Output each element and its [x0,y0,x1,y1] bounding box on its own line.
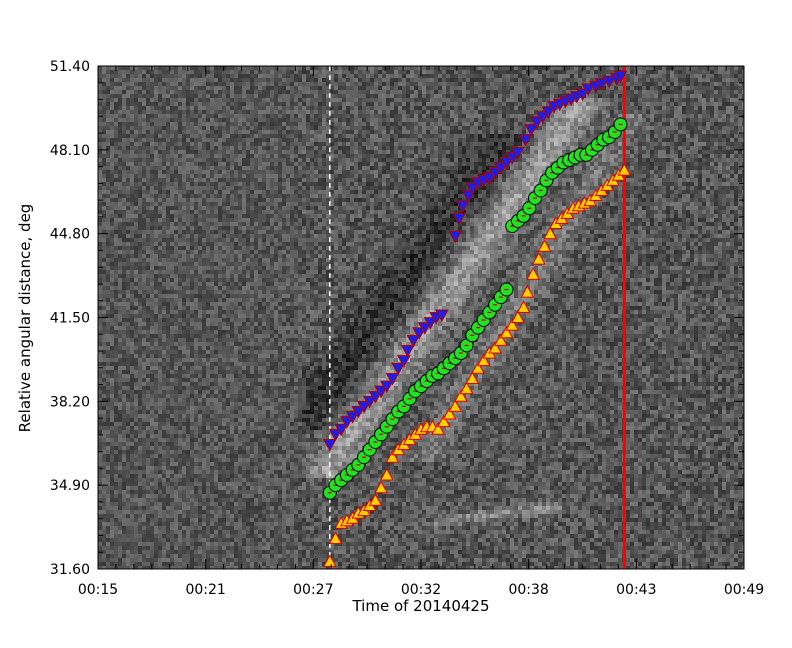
marker-triangle-up [493,333,508,346]
marker-triangle-down [581,83,596,96]
y-tick-label: 31.60 [50,562,90,578]
marker-triangle-down [379,380,394,394]
marker-triangle-up [543,226,558,240]
y-tick-label: 48.10 [50,143,90,159]
marker-triangle-down [613,70,628,84]
axis-ticks [97,65,745,570]
marker-triangle-down [362,395,377,409]
y-tick-label: 51.40 [50,59,90,75]
marker-triangle-up [488,340,502,354]
marker-triangle-down [524,124,539,137]
difference-image [98,66,744,569]
marker-triangle-down [368,390,383,404]
y-axis-title: Relative angular distance, deg [16,204,34,433]
y-tick-label: 34.90 [50,478,90,494]
marker-triangle-up [436,414,451,428]
marker-triangle-up [520,285,535,298]
marker-triangle-up [617,163,632,176]
x-tick-label: 00:32 [401,582,441,598]
marker-triangle-down [328,428,343,442]
marker-triangle-up [516,300,531,313]
marker-triangle-up [471,361,485,374]
marker-triangle-up [328,531,343,545]
marker-triangle-down [505,151,520,165]
marker-triangle-up [465,371,480,384]
marker-triangle-up [442,406,457,420]
marker-triangle-up [505,318,520,331]
marker-triangle-down [482,172,497,185]
marker-triangle-down [493,162,508,175]
marker-triangle-down [357,400,371,414]
marker-triangle-down [499,157,514,170]
marker-triangle-down [511,146,525,160]
y-tick-label: 44.80 [50,227,90,243]
marker-triangle-up [537,239,552,252]
marker-triangle-down [541,106,556,119]
marker-triangle-down [385,372,400,386]
x-tick-label: 00:49 [724,582,764,598]
marker-triangle-down [452,212,466,226]
marker-triangle-down [535,111,550,124]
marker-triangle-up [526,267,540,280]
marker-triangle-up [322,554,337,567]
x-tick-label: 00:27 [293,582,333,598]
tracked-points [322,70,632,567]
marker-triangle-down [397,355,411,368]
marker-triangle-up [454,389,468,402]
marker-triangle-up [459,381,474,395]
marker-triangle-down [575,88,590,101]
marker-triangle-down [465,182,480,195]
marker-triangle-up [476,353,491,367]
marker-triangle-down [455,200,470,213]
marker-triangle-down [340,416,354,429]
x-tick-label: 00:43 [616,582,656,598]
marker-triangle-up [368,493,383,506]
y-tick-label: 38.20 [50,394,90,410]
y-tick-label: 41.50 [50,311,90,327]
marker-triangle-down [423,317,438,330]
marker-triangle-up [531,252,546,265]
marker-triangle-up [431,422,445,435]
marker-triangle-down [448,230,463,244]
marker-triangle-up [511,310,525,323]
x-tick-label: 00:38 [508,582,548,598]
marker-triangle-down [530,116,544,129]
x-axis-title: Time of 20140425 [351,597,489,615]
marker-triangle-up [379,467,394,481]
marker-triangle-down [435,309,449,323]
x-tick-label: 00:15 [78,582,118,598]
marker-triangle-down [518,134,533,147]
y-tick-labels: 31.60 34.90 38.20 41.50 44.80 48.10 51.40 [50,59,90,578]
marker-triangle-down [412,327,426,340]
marker-triangle-down [400,345,415,358]
marker-triangle-down [374,385,388,399]
marker-triangle-down [322,439,337,452]
marker-triangle-down [334,423,349,437]
marker-triangle-up [499,325,514,339]
marker-triangle-down [345,411,360,424]
marker-triangle-down [488,167,502,180]
x-tick-labels: 00:15 00:21 00:27 00:32 00:38 00:43 00:49 [78,582,764,598]
x-tick-label: 00:21 [185,582,225,598]
marker-triangle-down [406,334,421,348]
marker-triangle-down [602,75,616,89]
marker-triangle-down [391,362,406,376]
marker-triangle-up [374,480,388,494]
marker-triangle-down [594,78,609,91]
marker-triangle-up [448,399,463,412]
marker-triangle-up [385,450,400,463]
marker-triangle-down [417,322,432,335]
reference-lines [329,66,626,569]
marker-triangle-down [351,405,366,419]
